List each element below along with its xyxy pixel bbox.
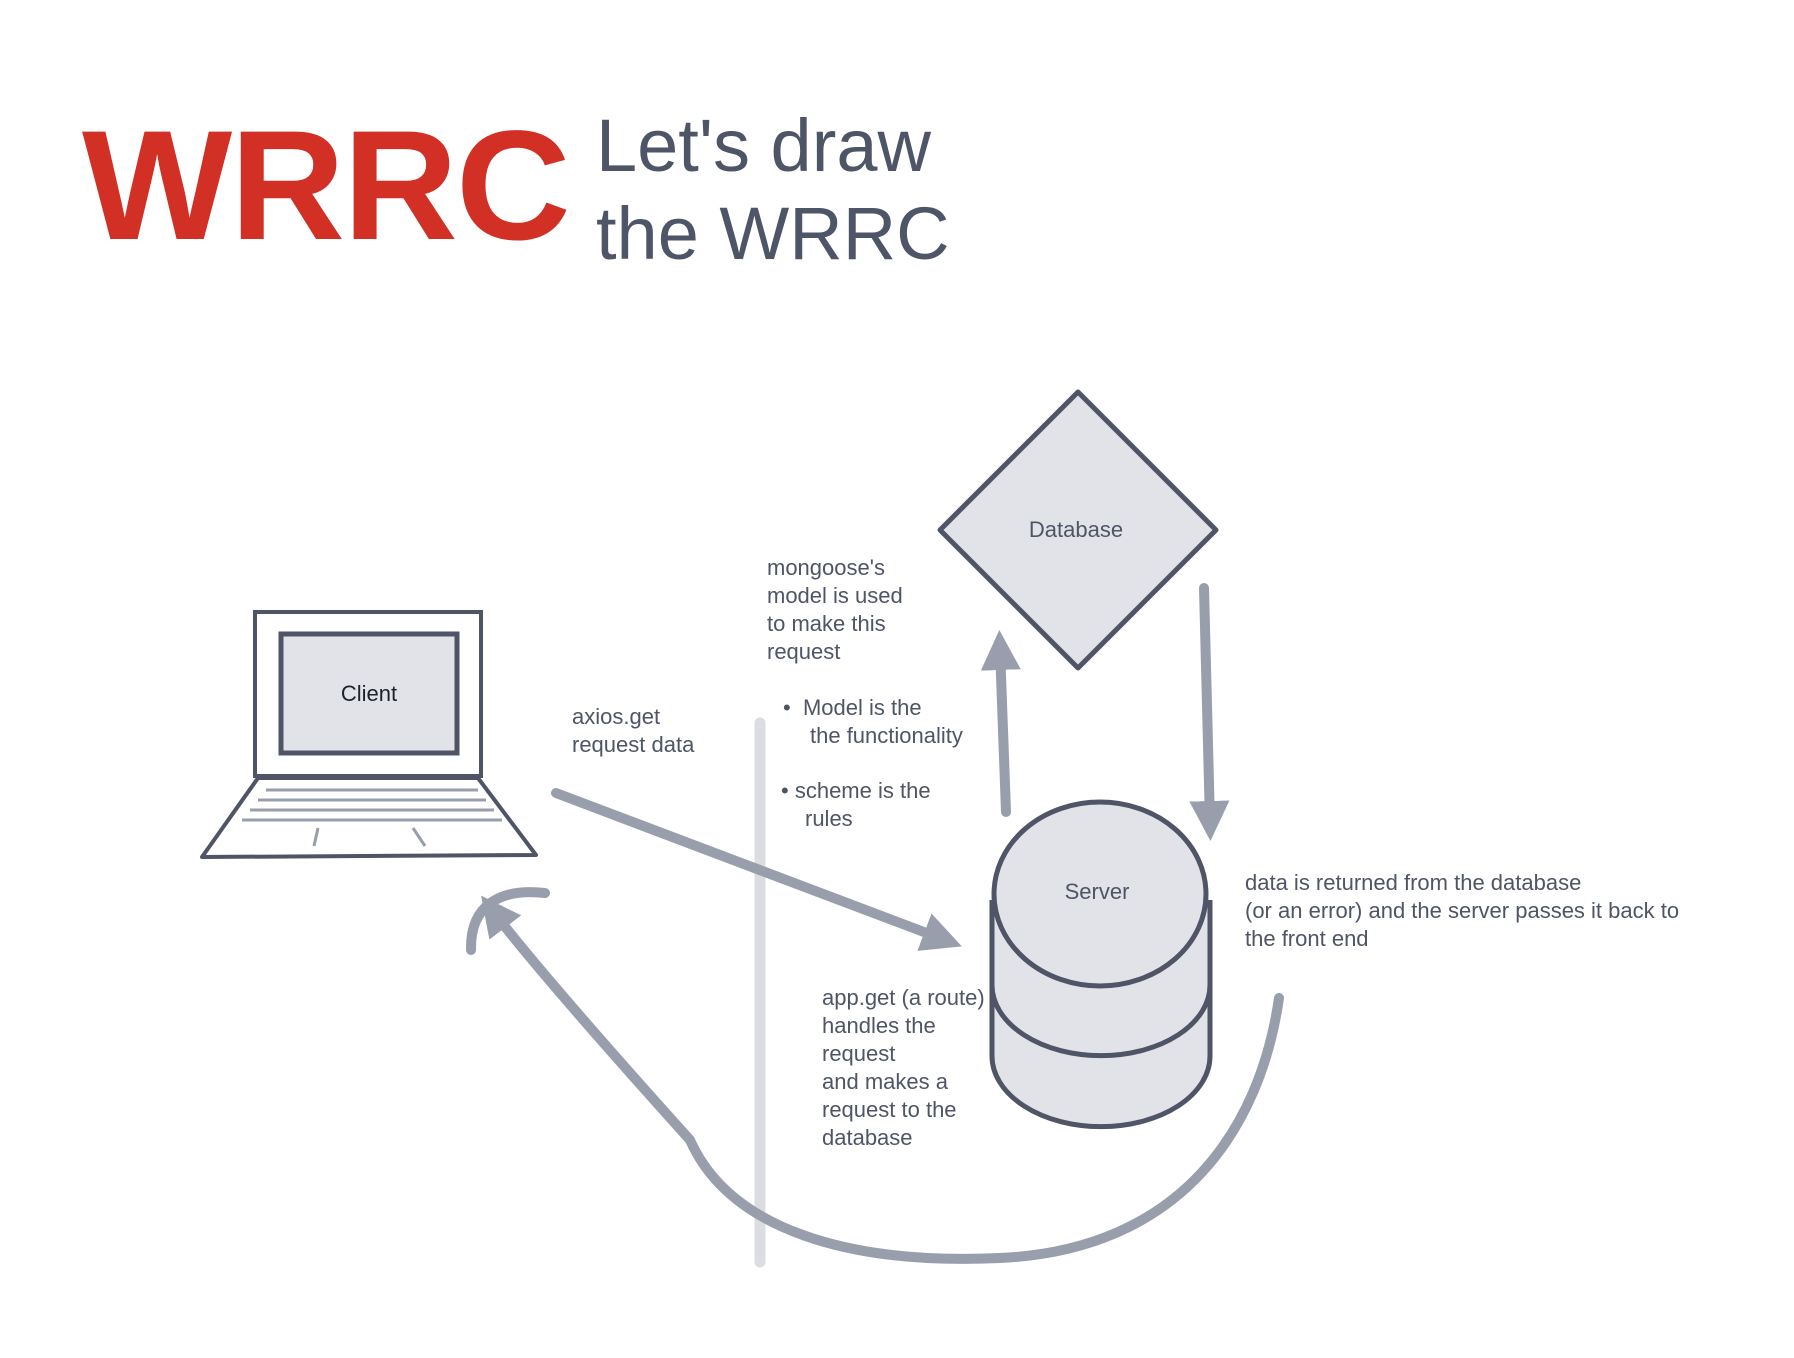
bullet-glyph: • <box>781 778 795 803</box>
mongoose-note: mongoose's model is used to make this re… <box>767 554 903 666</box>
subtitle-line-1: Let's draw <box>596 104 931 187</box>
database-label: Database <box>1029 517 1123 542</box>
note-line: the front end <box>1245 926 1369 951</box>
note-line: • scheme is the <box>781 777 931 805</box>
database-node: Database <box>937 389 1219 671</box>
note-line: and makes a <box>822 1069 948 1094</box>
bullet-glyph: • <box>783 695 803 720</box>
note-line: app.get (a route) <box>822 985 985 1010</box>
arrow-database-to-server <box>1189 583 1230 841</box>
note-line: handles the <box>822 1013 936 1038</box>
note-line: request to the <box>822 1097 957 1122</box>
server-node: Server <box>989 799 1213 1130</box>
touchpad-edge <box>411 827 427 847</box>
subtitle-line-2: the WRRC <box>596 192 950 275</box>
note-text: scheme is the <box>794 778 931 803</box>
server-top <box>991 799 1209 989</box>
arrow-server-to-client <box>481 895 1284 1264</box>
note-line: the functionality <box>810 723 963 748</box>
axios-note: axios.get request data <box>572 703 694 759</box>
server-label: Server <box>1065 879 1130 904</box>
scheme-bullet-note: • scheme is the rules <box>781 777 931 833</box>
note-text: Model is the <box>802 695 922 720</box>
page-subtitle: Let's draw the WRRC <box>596 102 950 278</box>
arrow-server-to-database <box>980 630 1021 817</box>
note-line: rules <box>805 806 853 831</box>
client-screen <box>278 631 460 756</box>
laptop-base <box>200 776 538 859</box>
note-line: data is returned from the database <box>1245 870 1582 895</box>
page-title: WRRC <box>82 99 571 273</box>
note-line: database <box>822 1125 913 1150</box>
client-laptop: Client <box>200 610 538 859</box>
database-shape <box>937 389 1219 671</box>
appget-note: app.get (a route) handles the request an… <box>822 984 985 1152</box>
note-line: model is used <box>767 583 903 608</box>
note-line: request data <box>572 732 695 757</box>
note-line: request <box>767 639 841 664</box>
arrow-client-to-server <box>551 788 962 951</box>
note-line: (or an error) and the server passes it b… <box>1245 898 1680 923</box>
note-line: request <box>822 1041 896 1066</box>
note-line: axios.get <box>572 704 661 729</box>
touchpad-edge <box>312 827 320 847</box>
model-bullet-note: • Model is the the functionality <box>783 694 963 750</box>
returned-note: data is returned from the database (or a… <box>1245 869 1679 953</box>
server-band <box>989 984 1213 1059</box>
note-line: mongoose's <box>767 555 885 580</box>
note-line: • Model is the <box>783 694 963 722</box>
client-label: Client <box>341 681 397 706</box>
note-line: to make this <box>767 611 886 636</box>
arrow-return-hook <box>465 887 550 955</box>
